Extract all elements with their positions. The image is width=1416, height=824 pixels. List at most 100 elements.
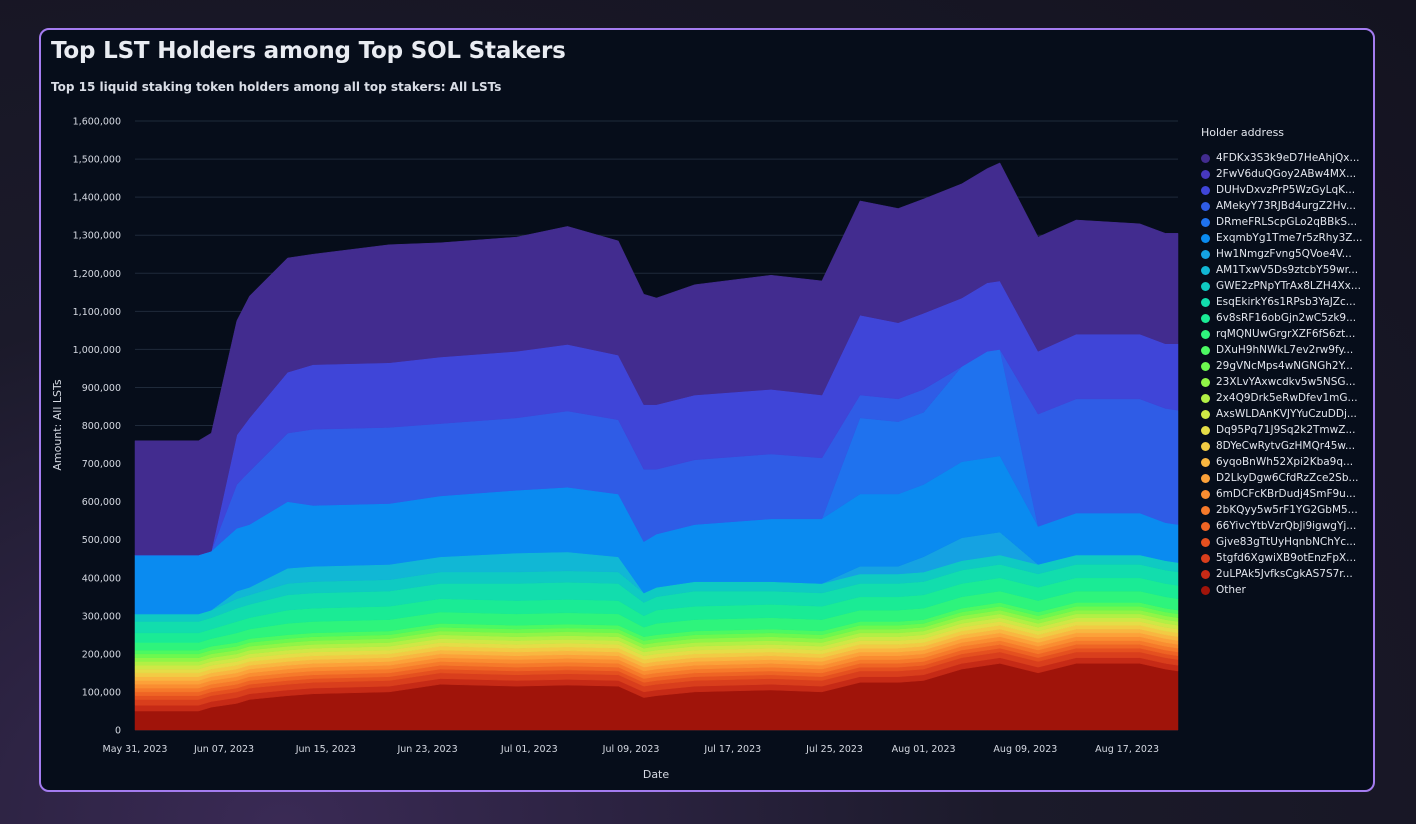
legend-item[interactable]: 5tgfd6XgwiXB9otEnzFpX... — [1201, 550, 1366, 566]
legend-item[interactable]: rqMQNUwGrgrXZF6fS6zt... — [1201, 326, 1366, 342]
legend-swatch — [1201, 457, 1210, 467]
legend-item[interactable]: DXuH9hNWkL7ev2rw9fy... — [1201, 342, 1366, 358]
legend-label: EsqEkirkY6s1RPsb3YaJZc... — [1216, 296, 1356, 308]
x-tick-label: May 31, 2023 — [103, 744, 168, 755]
legend-item[interactable]: 6v8sRF16obGjn2wC5zk9... — [1201, 310, 1366, 326]
legend-item[interactable]: Hw1NmgzFvng5QVoe4V... — [1201, 246, 1366, 262]
legend-swatch — [1201, 425, 1210, 435]
legend-swatch — [1201, 441, 1210, 451]
legend-item[interactable]: 6mDCFcKBrDudj4SmF9u... — [1201, 486, 1366, 502]
legend-swatch — [1201, 297, 1210, 307]
y-tick-label: 1,500,000 — [73, 155, 121, 166]
legend-item[interactable]: 6yqoBnWh52Xpi2Kba9q... — [1201, 454, 1366, 470]
legend-swatch — [1201, 361, 1210, 371]
legend-label: Gjve83gTtUyHqnbNChYc... — [1216, 536, 1357, 548]
legend-label: Other — [1216, 584, 1246, 596]
legend-swatch — [1201, 313, 1210, 323]
legend-label: 5tgfd6XgwiXB9otEnzFpX... — [1216, 552, 1357, 564]
legend-swatch — [1201, 185, 1210, 195]
x-tick-label: Jun 23, 2023 — [396, 744, 457, 755]
legend-label: 8DYeCwRytvGzHMQr45w... — [1216, 440, 1356, 452]
legend-label: AM1TxwV5Ds9ztcbY59wr... — [1216, 264, 1359, 276]
y-tick-label: 600,000 — [82, 497, 121, 508]
legend-label: 6mDCFcKBrDudj4SmF9u... — [1216, 488, 1356, 500]
y-tick-label: 700,000 — [82, 459, 121, 470]
y-tick-label: 800,000 — [82, 421, 121, 432]
y-tick-label: 500,000 — [82, 535, 121, 546]
y-axis-title: Amount: All LSTs — [51, 379, 64, 471]
x-tick-label: Aug 17, 2023 — [1095, 744, 1159, 755]
x-tick-label: Aug 09, 2023 — [993, 744, 1057, 755]
legend-swatch — [1201, 409, 1210, 419]
legend-label: Hw1NmgzFvng5QVoe4V... — [1216, 248, 1352, 260]
legend-label: AMekyY73RJBd4urgZ2Hv... — [1216, 200, 1356, 212]
y-tick-label: 1,000,000 — [73, 345, 121, 356]
legend-item[interactable]: 2x4Q9Drk5eRwDfev1mG... — [1201, 390, 1366, 406]
x-tick-label: Jun 15, 2023 — [295, 744, 356, 755]
legend-item[interactable]: D2LkyDgw6CfdRzZce2Sb... — [1201, 470, 1366, 486]
x-tick-label: Jul 01, 2023 — [500, 744, 558, 755]
x-axis-title: Date — [643, 768, 670, 781]
legend-swatch — [1201, 473, 1210, 483]
legend-label: DRmeFRLScpGLo2qBBkS... — [1216, 216, 1358, 228]
legend-swatch — [1201, 265, 1210, 275]
legend-label: 2x4Q9Drk5eRwDfev1mG... — [1216, 392, 1358, 404]
legend-item[interactable]: 2bKQyy5w5rF1YG2GbM5... — [1201, 502, 1366, 518]
legend-item[interactable]: DUHvDxvzPrP5WzGyLqK... — [1201, 182, 1366, 198]
legend-swatch — [1201, 153, 1210, 163]
legend-item[interactable]: AMekyY73RJBd4urgZ2Hv... — [1201, 198, 1366, 214]
legend-swatch — [1201, 249, 1210, 259]
x-tick-label: Jul 17, 2023 — [703, 744, 761, 755]
legend-label: 23XLvYAxwcdkv5w5NSG... — [1216, 376, 1356, 388]
y-tick-label: 300,000 — [82, 611, 121, 622]
legend-label: 2uLPAk5JvfksCgkAS7S7r... — [1216, 568, 1353, 580]
legend-swatch — [1201, 393, 1210, 403]
legend-item[interactable]: EsqEkirkY6s1RPsb3YaJZc... — [1201, 294, 1366, 310]
legend-item[interactable]: ExqmbYg1Tme7r5zRhy3Z... — [1201, 230, 1366, 246]
legend-item[interactable]: Dq95Pq71J9Sq2k2TmwZ... — [1201, 422, 1366, 438]
legend-swatch — [1201, 201, 1210, 211]
legend-item[interactable]: 66YivcYtbVzrQbJi9igwgYj... — [1201, 518, 1366, 534]
legend-swatch — [1201, 489, 1210, 499]
legend-swatch — [1201, 345, 1210, 355]
legend-item[interactable]: 23XLvYAxwcdkv5w5NSG... — [1201, 374, 1366, 390]
y-tick-label: 900,000 — [82, 383, 121, 394]
y-tick-label: 400,000 — [82, 573, 121, 584]
y-tick-label: 1,600,000 — [73, 117, 121, 128]
legend-item[interactable]: AM1TxwV5Ds9ztcbY59wr... — [1201, 262, 1366, 278]
legend-label: 6yqoBnWh52Xpi2Kba9q... — [1216, 456, 1354, 468]
legend-label: 2FwV6duQGoy2ABw4MX... — [1216, 168, 1357, 180]
legend-item[interactable]: Gjve83gTtUyHqnbNChYc... — [1201, 534, 1366, 550]
legend-swatch — [1201, 281, 1210, 291]
y-tick-label: 0 — [115, 726, 121, 737]
legend-item[interactable]: Other — [1201, 582, 1366, 598]
legend-label: 4FDKx3S3k9eD7HeAhjQx... — [1216, 152, 1360, 164]
chart-subtitle: Top 15 liquid staking token holders amon… — [51, 80, 502, 94]
legend-item[interactable]: 8DYeCwRytvGzHMQr45w... — [1201, 438, 1366, 454]
legend-label: 66YivcYtbVzrQbJi9igwgYj... — [1216, 520, 1357, 532]
y-tick-label: 100,000 — [82, 687, 121, 698]
legend-item[interactable]: 2FwV6duQGoy2ABw4MX... — [1201, 166, 1366, 182]
legend-swatch — [1201, 169, 1210, 179]
legend-item[interactable]: DRmeFRLScpGLo2qBBkS... — [1201, 214, 1366, 230]
legend-swatch — [1201, 233, 1210, 243]
legend-label: 6v8sRF16obGjn2wC5zk9... — [1216, 312, 1357, 324]
legend-item[interactable]: AxsWLDAnKVJYYuCzuDDj... — [1201, 406, 1366, 422]
legend-swatch — [1201, 329, 1210, 339]
legend-item[interactable]: 4FDKx3S3k9eD7HeAhjQx... — [1201, 150, 1366, 166]
x-tick-label: Jul 09, 2023 — [602, 744, 660, 755]
legend-swatch — [1201, 505, 1210, 515]
legend-swatch — [1201, 537, 1210, 547]
area-series-27 — [134, 162, 1179, 556]
legend-item[interactable]: 2uLPAk5JvfksCgkAS7S7r... — [1201, 566, 1366, 582]
legend-label: DXuH9hNWkL7ev2rw9fy... — [1216, 344, 1354, 356]
legend-label: AxsWLDAnKVJYYuCzuDDj... — [1216, 408, 1357, 420]
legend-swatch — [1201, 585, 1210, 595]
legend-label: 2bKQyy5w5rF1YG2GbM5... — [1216, 504, 1358, 516]
legend-title: Holder address — [1201, 126, 1285, 139]
x-tick-label: Jun 07, 2023 — [193, 744, 254, 755]
legend-label: D2LkyDgw6CfdRzZce2Sb... — [1216, 472, 1359, 484]
chart-title: Top LST Holders among Top SOL Stakers — [51, 38, 566, 64]
legend-item[interactable]: 29gVNcMps4wNGNGh2Y... — [1201, 358, 1366, 374]
legend-item[interactable]: GWE2zPNpYTrAx8LZH4Xx... — [1201, 278, 1366, 294]
